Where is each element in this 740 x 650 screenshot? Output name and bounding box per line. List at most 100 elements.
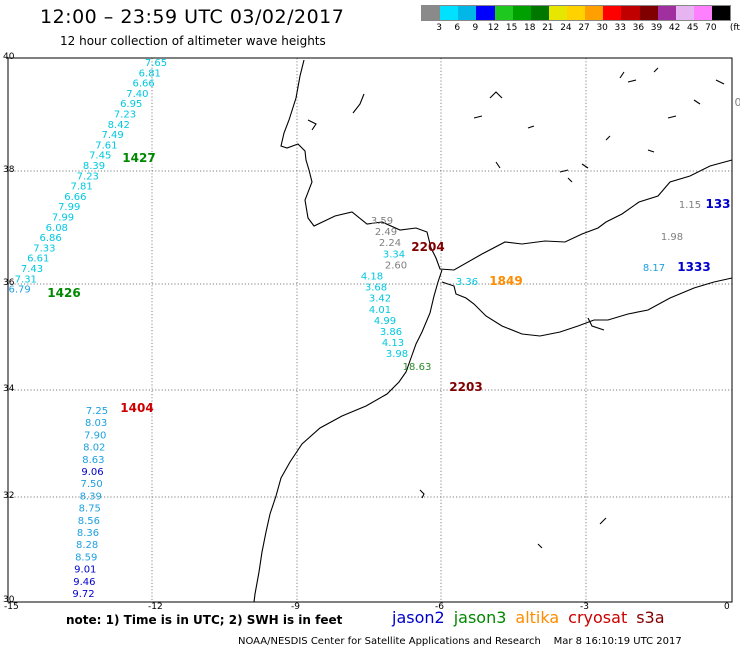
wave-height-value: 7.43 <box>21 264 43 275</box>
legend-swatch <box>458 6 477 20</box>
longitude-label: -15 <box>4 602 19 612</box>
legend-swatch <box>476 6 495 20</box>
wave-height-value: 6.66 <box>132 79 154 90</box>
pass-time-label: 1849 <box>489 274 522 288</box>
wave-height-value: 8.39 <box>80 491 102 502</box>
legend-swatch <box>494 6 513 20</box>
legend-swatch <box>512 6 531 20</box>
wave-height-value: 1.15 <box>679 200 701 211</box>
wave-height-value: 3.42 <box>369 294 391 305</box>
legend-swatch <box>548 6 567 20</box>
legend-tick: 9 <box>472 23 479 33</box>
wave-height-value: 7.49 <box>101 130 123 141</box>
wave-height-value: 3.98 <box>386 349 408 360</box>
wave-height-value: 7.81 <box>70 182 92 193</box>
wave-height-value: 7.99 <box>52 213 74 224</box>
legend-swatch <box>567 6 586 20</box>
longitude-label: -12 <box>148 602 163 612</box>
wave-height-value: 6.66 <box>64 192 86 203</box>
legend-tick: 33 <box>614 23 627 33</box>
legend-swatch <box>675 6 694 20</box>
mission-cryosat: cryosat <box>568 608 628 627</box>
mission-legend: jason2 jason3 altika cryosat s3a <box>392 608 674 627</box>
legend-swatch <box>639 6 658 20</box>
footer-credit: NOAA/NESDIS Center for Satellite Applica… <box>238 636 682 647</box>
wave-height-value: 2.49 <box>375 227 397 238</box>
pass-time-label: 133 <box>705 197 730 211</box>
wave-height-value: 3.34 <box>383 249 405 260</box>
wave-height-value: 8.59 <box>75 552 97 563</box>
latitude-label: 36 <box>3 278 15 288</box>
legend-tick: 18 <box>523 23 536 33</box>
wave-height-value: 8.39 <box>83 161 105 172</box>
longitude-label: -9 <box>291 602 300 612</box>
wave-height-value: 7.33 <box>33 243 55 254</box>
wave-height-value: 8.75 <box>79 504 101 515</box>
grid-lines <box>8 58 732 602</box>
wave-height-value: 7.65 <box>145 58 167 69</box>
map-svg: 7.656.816.667.406.957.238.427.497.617.45… <box>7 57 740 603</box>
legend-swatch <box>440 6 459 20</box>
wave-height-value: 4.13 <box>382 338 404 349</box>
legend-swatch <box>693 6 712 20</box>
wave-height-value: 7.45 <box>89 151 111 162</box>
wave-height-value: 3.68 <box>365 283 387 294</box>
wave-height-value: 9.06 <box>81 467 103 478</box>
legend-tick: 21 <box>542 23 554 33</box>
mission-jason2: jason2 <box>392 608 445 627</box>
latitude-label: 40 <box>3 52 15 62</box>
footer-center: NOAA/NESDIS Center for Satellite Applica… <box>238 636 541 647</box>
longitude-label: -6 <box>435 602 444 612</box>
wave-height-value: 9.01 <box>74 565 96 576</box>
wave-height-value: 6.95 <box>120 99 142 110</box>
legend-tick: 12 <box>487 23 500 33</box>
wave-height-value: 8.02 <box>83 443 105 454</box>
legend-tick: 3 <box>436 23 442 33</box>
wave-height-value: 7.99 <box>58 202 80 213</box>
legend-tick: 30 <box>596 23 608 33</box>
wave-height-value: 4.18 <box>361 272 383 283</box>
units-note: note: 1) Time is in UTC; 2) SWH is in fe… <box>66 613 343 627</box>
legend-tick: 36 <box>632 23 645 33</box>
wave-height-value: 4.01 <box>369 305 391 316</box>
page-subtitle: 12 hour collection of altimeter wave hei… <box>60 34 326 48</box>
mission-jason3: jason3 <box>453 608 507 627</box>
map-border <box>7 57 733 603</box>
wave-height-value: 6.61 <box>27 254 49 265</box>
wave-height-value: 8.36 <box>77 528 99 539</box>
wave-height-value: 18.63 <box>403 362 432 373</box>
latitude-label: 32 <box>3 491 15 501</box>
wave-height-value: 8.56 <box>78 516 100 527</box>
altimeter-map: 7.65 6.81 6.66 7.40 6.95 7.23 8.42 7.49 7.61 7.45… <box>7 57 740 603</box>
longitude-label: -3 <box>580 602 589 612</box>
legend-tick: 42 <box>668 23 681 33</box>
wave-height-value: 8.63 <box>82 455 104 466</box>
legend-unit: (ft) <box>729 23 740 33</box>
legend-tick: 27 <box>578 23 590 33</box>
wave-height-value: 4.99 <box>374 316 396 327</box>
legend-swatch <box>657 6 676 20</box>
wave-height-value: 7.61 <box>95 140 117 151</box>
wave-height-value: 9.46 <box>73 577 95 588</box>
wave-height-value: 6.79 <box>8 285 30 296</box>
wave-height-value: 6.86 <box>39 233 61 244</box>
longitude-label: 0 <box>724 602 730 612</box>
wave-height-value: 2.60 <box>385 260 407 271</box>
wave-height-value: 7.23 <box>77 171 99 182</box>
pass-time-label: 1426 <box>47 286 80 300</box>
wave-height-value: 8.03 <box>85 418 107 429</box>
wave-height-value: 7.31 <box>15 274 37 285</box>
latitude-label: 30 <box>3 595 15 605</box>
pass-time-label: 1427 <box>122 151 155 165</box>
mission-altika: altika <box>515 608 560 627</box>
legend-tick: 39 <box>650 23 663 33</box>
wave-height-color-legend <box>421 5 731 21</box>
wave-height-value: 9.72 <box>72 589 94 600</box>
wave-height-labels: 7.656.816.667.406.957.238.427.497.617.45… <box>8 58 740 600</box>
legend-tick: 45 <box>687 23 699 33</box>
wave-height-value: 8.28 <box>76 540 98 551</box>
legend-tick: 70 <box>705 23 717 33</box>
latitude-label: 34 <box>3 384 15 394</box>
mission-s3a: s3a <box>636 608 665 627</box>
